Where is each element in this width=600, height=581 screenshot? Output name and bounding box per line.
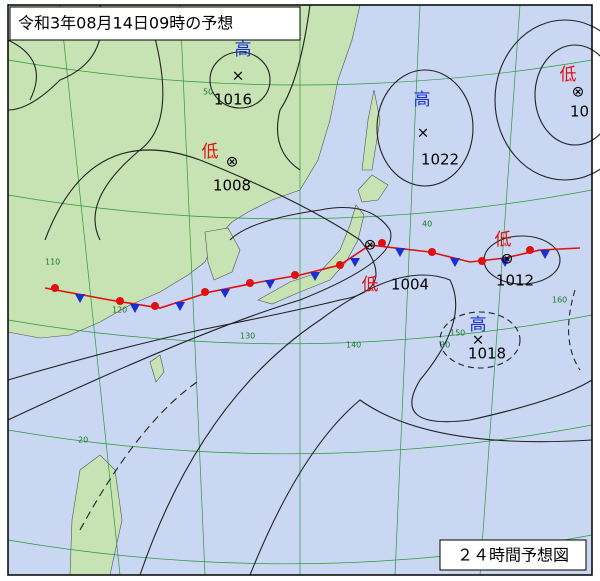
map-title: 令和3年08月14日09時の予想 (18, 14, 233, 33)
warm-front-symbol (336, 261, 344, 269)
isobar (439, 311, 521, 369)
warm-front-symbol (201, 288, 209, 296)
meridian (479, 4, 521, 576)
korea (204, 227, 241, 281)
low-symbol: 低 (362, 275, 379, 295)
center-mark: ⊗ (572, 83, 585, 101)
warm-front-symbol (428, 248, 436, 256)
philippines (69, 454, 123, 576)
isobar (79, 379, 201, 531)
isobar (209, 51, 271, 109)
taiwan (149, 354, 165, 383)
grid-label: 130 (240, 332, 255, 341)
warm-front-symbol (378, 239, 386, 247)
warm-front-symbol (246, 279, 254, 287)
cold-front-symbol (265, 280, 275, 289)
warm-front-symbol (526, 246, 534, 254)
cold-front-symbol (75, 294, 85, 303)
isobar (7, 207, 392, 421)
cold-front-symbol (220, 289, 230, 298)
cold-front-symbol (350, 258, 360, 267)
center-mark: ⊗ (226, 153, 239, 171)
warm-front-symbol (478, 257, 486, 265)
cold-front-symbol (130, 304, 140, 313)
grid-label: 160 (552, 296, 567, 305)
high-symbol: 高 (470, 315, 487, 335)
title-box (9, 6, 301, 41)
warm-front-symbol (151, 302, 159, 310)
grid-label: 30 (440, 341, 450, 350)
pressure-label: 1018 (468, 345, 506, 363)
low-symbol: 低 (560, 65, 577, 85)
meridian (179, 4, 206, 576)
center-mark: ⊗ (364, 236, 377, 254)
cold-front-symbol (500, 258, 510, 267)
center-mark: × (472, 331, 485, 349)
footer-box (439, 539, 587, 571)
cold-front-symbol (310, 272, 320, 281)
warm-front-symbol (51, 284, 59, 292)
isobar (249, 399, 593, 576)
high-symbol: 高 (235, 40, 252, 60)
low-symbol: 低 (495, 230, 512, 250)
isobar (494, 19, 600, 181)
isobar (568, 289, 581, 371)
grid-label: 40 (422, 220, 432, 229)
isobar (7, 149, 377, 381)
isobar (139, 274, 593, 576)
pressure-label: 1012 (496, 272, 534, 290)
meridian (394, 4, 421, 576)
grid-label: 20 (78, 436, 88, 445)
grid-label: 110 (45, 258, 60, 267)
cold-front-symbol (395, 248, 405, 257)
grid-label: 50 (203, 88, 213, 97)
isobar (7, 39, 37, 101)
grid-label: 150 (450, 329, 465, 338)
high-symbol: 高 (414, 90, 431, 110)
isobar (94, 19, 164, 241)
pressure-label: 1022 (421, 151, 459, 169)
pressure-label: 1008 (213, 177, 251, 195)
cold-front-symbol (450, 258, 460, 267)
pressure-systems: 高 × 1016 低 ⊗ 1008 高 × 1022 低 ⊗ 10 低 ⊗ 10… (202, 40, 590, 363)
center-mark: × (417, 124, 430, 142)
sakhalin (361, 89, 381, 171)
pressure-label: 1004 (391, 276, 429, 294)
grid-label: 140 (346, 341, 361, 350)
cold-front-symbol (175, 302, 185, 311)
grid-labels: 110 120 130 140 150 160 50 40 30 20 (45, 88, 567, 445)
map-frame (7, 4, 593, 576)
pressure-label: 10 (570, 103, 589, 121)
grid-label: 120 (112, 306, 127, 315)
cold-front-symbol (540, 250, 550, 259)
stationary-front (44, 239, 581, 313)
low-symbol: 低 (202, 142, 219, 162)
pressure-label: 1016 (214, 91, 252, 109)
warm-front-symbol (291, 271, 299, 279)
center-mark: × (232, 67, 245, 85)
warm-front-symbol (116, 297, 124, 305)
map-caption: ２４時間予想図 (457, 546, 569, 565)
isobar (376, 69, 474, 187)
isobar (534, 44, 600, 146)
isobar (276, 4, 311, 171)
center-mark: ⊗ (501, 250, 514, 268)
hokkaido (357, 174, 389, 203)
